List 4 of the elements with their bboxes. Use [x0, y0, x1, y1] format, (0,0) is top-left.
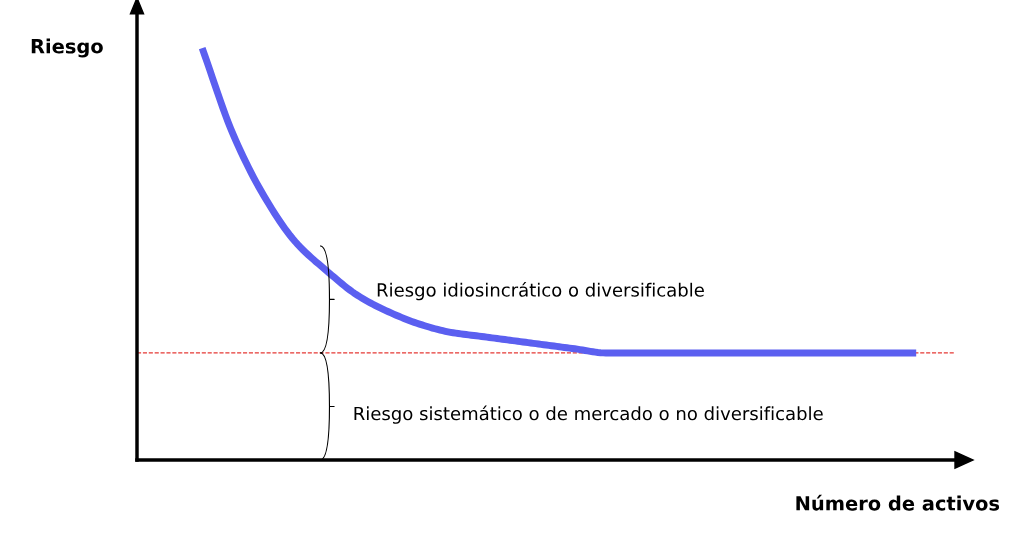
y-axis-title: Riesgo — [31, 38, 103, 58]
annotation: Riesgo idiosincrático o diversificable — [377, 282, 704, 301]
annotation: Riesgo sistemático o de mercado o no diversificable — [354, 405, 823, 424]
x-axis-title: Número de activos — [796, 494, 1000, 511]
